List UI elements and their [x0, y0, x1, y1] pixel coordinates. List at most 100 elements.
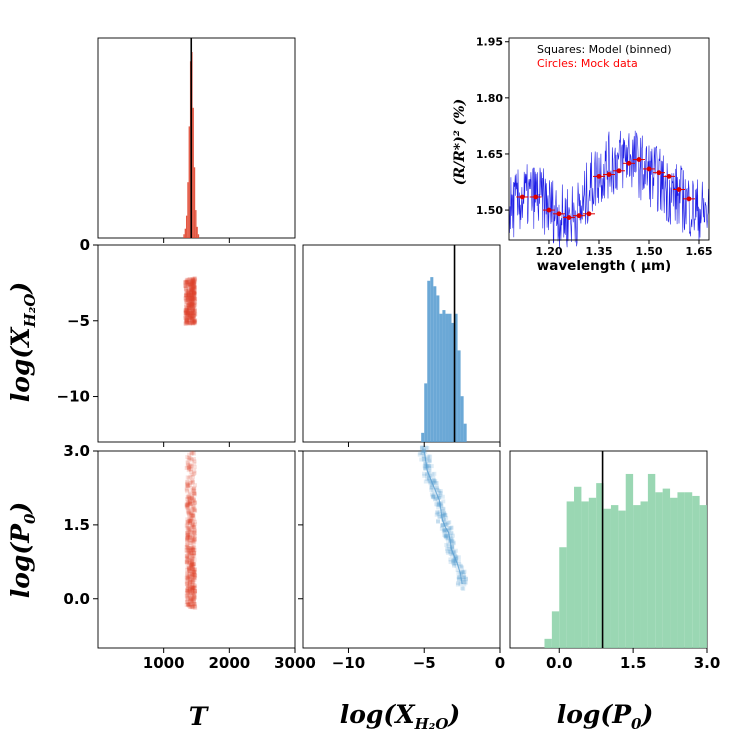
- tx-point: [190, 302, 195, 307]
- xp-point: [448, 547, 453, 552]
- xp-point: [442, 527, 447, 532]
- tp-point: [192, 567, 197, 572]
- tp-point: [186, 468, 191, 473]
- tx-point: [188, 298, 193, 303]
- xp-point: [436, 512, 441, 517]
- tx-point: [187, 280, 192, 285]
- tp-point: [190, 500, 195, 505]
- xp-point: [434, 481, 439, 486]
- xp-point: [449, 530, 454, 535]
- tp-point: [190, 572, 195, 577]
- tx-point: [189, 305, 194, 310]
- x-X-tick-label: 0: [495, 654, 505, 672]
- xp-point: [441, 513, 446, 518]
- inset-x-tick-label: 1.50: [635, 245, 662, 258]
- tp-point: [188, 502, 193, 507]
- tp-point: [187, 532, 192, 537]
- tx-point: [192, 285, 197, 290]
- tp-point: [186, 588, 191, 593]
- xp-point: [425, 463, 430, 468]
- xp-point: [426, 458, 431, 463]
- tp-point: [191, 508, 196, 513]
- tx-point: [184, 292, 189, 297]
- tp-point: [191, 514, 196, 519]
- xp-point: [437, 495, 442, 500]
- tp-point: [188, 534, 193, 539]
- tx-point: [185, 278, 190, 283]
- tp-point: [192, 575, 197, 580]
- tp-point: [187, 499, 192, 504]
- tx-point: [193, 312, 198, 317]
- xp-point: [428, 454, 433, 459]
- tx-point: [186, 292, 191, 297]
- tp-point: [187, 589, 192, 594]
- tp-point: [189, 541, 194, 546]
- tx-point: [189, 284, 194, 289]
- tp-point: [192, 459, 197, 464]
- tp-point: [187, 565, 192, 570]
- xp-point: [457, 575, 462, 580]
- tx-point: [184, 280, 189, 285]
- tp-point: [187, 475, 192, 480]
- tp-point: [190, 488, 195, 493]
- tx-point: [192, 285, 197, 290]
- tp-point: [191, 594, 196, 599]
- tp-point: [185, 509, 190, 514]
- tx-point: [189, 287, 194, 292]
- tx-point: [189, 298, 194, 303]
- phist-bar: [625, 473, 634, 648]
- tx-point: [193, 278, 198, 283]
- tp-point: [185, 460, 190, 465]
- phist-bar: [677, 492, 685, 648]
- tp-point: [188, 600, 193, 605]
- xhist-bar: [448, 313, 452, 442]
- xp-point: [427, 459, 432, 464]
- tp-point: [190, 562, 195, 567]
- tx-point: [192, 282, 197, 287]
- tx-point: [187, 312, 192, 317]
- tp-point: [187, 596, 192, 601]
- tx-point: [184, 300, 189, 305]
- tp-point: [191, 569, 196, 574]
- tx-point: [189, 302, 194, 307]
- tx-point: [183, 308, 188, 313]
- xp-point: [441, 499, 446, 504]
- tx-point: [190, 313, 195, 318]
- tp-point: [191, 562, 196, 567]
- xp-point: [449, 525, 454, 530]
- tp-point: [185, 480, 190, 485]
- tx-point: [192, 280, 197, 285]
- tp-point: [189, 507, 194, 512]
- tx-point: [192, 303, 197, 308]
- tp-point: [184, 486, 189, 491]
- tp-point: [186, 526, 191, 531]
- tp-point: [187, 548, 192, 553]
- xp-point: [446, 546, 451, 551]
- xp-point: [439, 504, 444, 509]
- xp-point: [442, 529, 447, 534]
- tp-point: [190, 587, 195, 592]
- tx-point: [184, 312, 189, 317]
- tp-point: [187, 561, 192, 566]
- tp-point: [192, 602, 197, 607]
- xp-point: [431, 488, 436, 493]
- xp-point: [443, 513, 448, 518]
- thist-bar: [183, 234, 185, 238]
- tp-point: [191, 491, 196, 496]
- tp-point: [186, 500, 191, 505]
- tp-point: [190, 597, 195, 602]
- tx-point: [187, 307, 192, 312]
- tx-point: [192, 321, 197, 326]
- tp-point: [185, 592, 190, 597]
- xp-point: [444, 515, 449, 520]
- tx-point: [191, 320, 196, 325]
- tx-point: [189, 290, 194, 295]
- xp-point: [443, 534, 448, 539]
- tp-point: [191, 513, 196, 518]
- tp-point: [185, 455, 190, 460]
- tp-point: [192, 572, 197, 577]
- tp-point: [190, 519, 195, 524]
- tp-point: [192, 585, 197, 590]
- tp-point: [192, 537, 197, 542]
- tp-point: [186, 528, 191, 533]
